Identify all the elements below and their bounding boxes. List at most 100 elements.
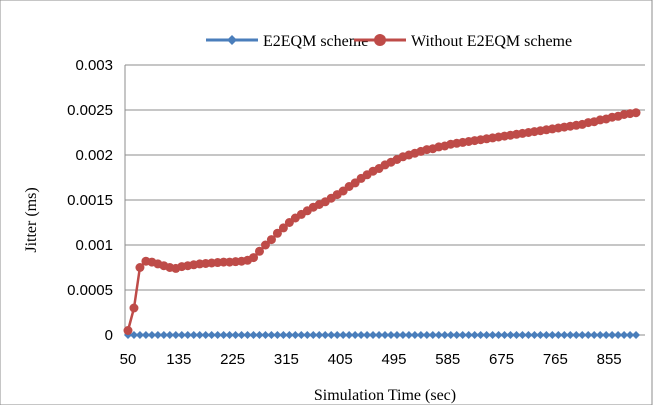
data-point-e2eqm xyxy=(273,331,282,339)
data-point-e2eqm xyxy=(291,331,300,339)
data-point-e2eqm xyxy=(375,331,384,339)
data-point-e2eqm xyxy=(554,331,563,339)
y-tick-label: 0.0025 xyxy=(67,102,113,119)
x-tick-label: 675 xyxy=(489,351,514,368)
data-point-e2eqm xyxy=(333,331,342,339)
data-point-e2eqm xyxy=(261,331,270,339)
data-point-e2eqm xyxy=(422,331,431,339)
data-point-e2eqm xyxy=(183,331,192,339)
data-point-e2eqm xyxy=(363,331,372,339)
data-point-without xyxy=(631,108,641,118)
y-tick-label: 0 xyxy=(105,327,113,344)
data-point-e2eqm xyxy=(285,331,294,339)
x-tick-label: 495 xyxy=(381,351,406,368)
data-point-e2eqm xyxy=(404,331,413,339)
data-point-e2eqm xyxy=(590,331,599,339)
y-tick-label: 0.0015 xyxy=(67,192,113,209)
data-point-e2eqm xyxy=(560,331,569,339)
y-axis-title: Jitter (ms) xyxy=(23,187,40,252)
data-point-e2eqm xyxy=(243,331,252,339)
data-point-e2eqm xyxy=(141,331,150,339)
x-tick-label: 225 xyxy=(220,351,245,368)
data-point-e2eqm xyxy=(381,331,389,339)
data-point-e2eqm xyxy=(135,331,144,339)
data-point-e2eqm xyxy=(440,331,449,339)
grid-lines xyxy=(125,64,645,291)
data-point-without xyxy=(135,263,145,272)
data-point-without xyxy=(260,240,270,250)
tick-labels: 0 0.0005 0.001 0.0015 0.002 0.0025 0.003 50 135 2… xyxy=(67,57,622,368)
data-point-e2eqm xyxy=(165,331,174,339)
data-point-e2eqm xyxy=(231,331,240,339)
data-point-e2eqm xyxy=(536,331,545,339)
data-point-e2eqm xyxy=(315,331,324,339)
data-point-e2eqm xyxy=(464,331,473,339)
x-tick-label: 765 xyxy=(543,351,568,368)
data-point-e2eqm xyxy=(518,331,527,339)
data-point-e2eqm xyxy=(357,331,366,339)
y-tick-label: 0.001 xyxy=(75,237,113,254)
series-e2eqm xyxy=(123,331,641,339)
data-point-e2eqm xyxy=(632,331,641,339)
data-point-e2eqm xyxy=(351,331,360,339)
legend-label-without: Without E2EQM scheme xyxy=(411,33,572,50)
data-point-e2eqm xyxy=(207,331,216,339)
data-point-e2eqm xyxy=(321,331,330,339)
data-point-e2eqm xyxy=(267,331,276,339)
data-point-e2eqm xyxy=(524,331,533,339)
data-point-e2eqm xyxy=(392,331,401,339)
data-point-e2eqm xyxy=(488,331,497,339)
data-point-e2eqm xyxy=(237,331,246,339)
data-point-e2eqm xyxy=(506,331,515,339)
data-point-e2eqm xyxy=(279,331,288,339)
data-point-e2eqm xyxy=(434,331,443,339)
data-point-e2eqm xyxy=(219,331,228,339)
data-point-e2eqm xyxy=(548,331,557,339)
data-point-e2eqm xyxy=(566,331,575,339)
data-point-e2eqm xyxy=(303,331,312,339)
data-point-e2eqm xyxy=(327,331,336,339)
data-point-e2eqm xyxy=(410,331,419,339)
data-point-e2eqm xyxy=(626,331,635,339)
data-point-e2eqm xyxy=(578,331,587,339)
data-point-e2eqm xyxy=(398,331,407,339)
legend-marker-e2eqm xyxy=(227,35,237,45)
x-tick-label: 315 xyxy=(274,351,299,368)
data-point-e2eqm xyxy=(458,331,467,339)
data-point-e2eqm xyxy=(452,331,461,339)
data-point-without xyxy=(278,223,288,233)
data-point-e2eqm xyxy=(596,331,605,339)
x-tick-label: 405 xyxy=(328,351,353,368)
data-point-e2eqm xyxy=(369,331,378,339)
data-point-e2eqm xyxy=(494,331,503,339)
data-point-e2eqm xyxy=(608,331,617,339)
data-point-e2eqm xyxy=(201,331,210,339)
data-point-e2eqm xyxy=(297,331,306,339)
x-tick-label: 585 xyxy=(435,351,460,368)
legend: E2EQM scheme Without E2EQM scheme xyxy=(206,33,572,50)
y-tick-label: 0.002 xyxy=(75,147,113,164)
data-point-e2eqm xyxy=(189,331,198,339)
data-point-e2eqm xyxy=(614,331,623,339)
data-point-e2eqm xyxy=(530,331,539,339)
data-point-e2eqm xyxy=(171,331,180,339)
data-point-e2eqm xyxy=(470,331,479,339)
data-point-e2eqm xyxy=(255,331,264,339)
data-point-e2eqm xyxy=(482,331,491,339)
data-point-e2eqm xyxy=(339,331,348,339)
data-point-e2eqm xyxy=(177,331,186,339)
data-point-without xyxy=(266,235,276,245)
legend-marker-without xyxy=(374,34,386,46)
data-point-e2eqm xyxy=(225,331,234,339)
data-point-e2eqm xyxy=(542,331,551,339)
data-point-e2eqm xyxy=(620,331,629,339)
data-point-e2eqm xyxy=(500,331,509,339)
data-point-e2eqm xyxy=(159,331,168,339)
data-point-e2eqm xyxy=(446,331,455,339)
x-tick-label: 135 xyxy=(166,351,191,368)
data-point-e2eqm xyxy=(195,331,204,339)
data-point-e2eqm xyxy=(129,331,138,339)
data-point-without xyxy=(272,228,282,238)
data-point-e2eqm xyxy=(584,331,593,339)
